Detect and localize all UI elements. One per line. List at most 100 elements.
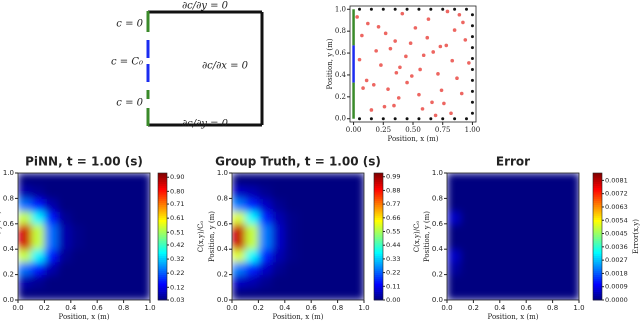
colorbar-step: [374, 187, 383, 191]
heatmap-cell: [298, 223, 312, 237]
heatmap-cell: [311, 223, 325, 237]
point: [436, 72, 440, 76]
x-tick-label: 1.0: [358, 304, 369, 312]
colorbar-step: [593, 289, 602, 292]
x-tick-label: 0.2: [253, 304, 264, 312]
colorbar-step: [593, 278, 602, 282]
heatmap-cell: [123, 173, 138, 187]
heatmap-cell: [526, 223, 540, 237]
colorbar-step: [374, 242, 383, 246]
colorbar-step: [158, 196, 167, 199]
colorbar-step: [593, 238, 602, 242]
point: [374, 49, 378, 53]
point: [369, 7, 373, 11]
colorbar-step: [374, 213, 383, 216]
colorbar-step: [158, 228, 167, 231]
heatmap-cell: [136, 261, 150, 276]
heatmap-cell: [447, 261, 461, 276]
colorbar-step: [374, 253, 383, 256]
colorbar-step: [593, 225, 602, 229]
x-tick-label: 0.75: [435, 126, 451, 134]
point: [453, 7, 457, 11]
y-tick-label: 0.0: [217, 296, 228, 304]
heatmap-cell: [337, 211, 352, 225]
colorbar-step: [158, 215, 167, 218]
x-tick-label: 0.6: [92, 304, 104, 312]
colorbar-step: [374, 232, 383, 235]
heatmap-cell: [565, 274, 579, 288]
x-axis-label: Position, x (m): [488, 313, 539, 321]
heatmap-cell: [245, 274, 259, 288]
heatmap-cell: [245, 198, 259, 212]
colorbar-frame: [592, 172, 603, 301]
colorbar-step: [374, 274, 383, 278]
heatmap-cell: [258, 261, 273, 276]
point: [429, 7, 433, 11]
point: [463, 38, 468, 42]
point: [438, 44, 443, 49]
y-tick-label: 0.2: [432, 271, 443, 279]
point: [360, 33, 364, 38]
colorbar-step: [593, 240, 602, 244]
heatmap-cell: [447, 236, 461, 250]
colorbar-step: [374, 177, 383, 180]
colorbar-step: [158, 249, 167, 252]
colorbar-step: [593, 189, 602, 193]
heatmap-cell: [110, 236, 125, 250]
colorbar-step: [593, 223, 602, 227]
point: [364, 78, 369, 83]
colorbar-tick-label: 0.71: [170, 200, 184, 208]
heatmap-cell: [473, 223, 488, 237]
heatmap-cell: [473, 261, 488, 276]
heatmap-cell: [337, 236, 352, 250]
colorbar-step: [374, 283, 383, 286]
colorbar-step: [593, 232, 602, 235]
y-tick-label: 0.6: [335, 49, 347, 57]
heatmap-cell: [271, 223, 286, 237]
colorbar-step: [593, 187, 602, 191]
heatmap-cell: [245, 173, 259, 187]
heatmap-cell: [258, 274, 273, 288]
colorbar-step: [158, 187, 167, 191]
colorbar-step: [158, 183, 167, 187]
point: [425, 35, 430, 40]
heatmap-cell: [460, 211, 474, 225]
colorbar-tick-label: 0.0072: [605, 190, 628, 198]
heatmap-cell: [110, 223, 125, 237]
heatmap-cell: [526, 287, 540, 300]
heatmap-cell: [97, 274, 111, 288]
colorbar-tick-label: 0.99: [386, 173, 400, 181]
x-tick-label: 0.6: [306, 304, 318, 312]
heatmap-cell: [97, 211, 111, 225]
heatmap-cell: [350, 185, 364, 199]
heatmap-cell: [136, 211, 150, 225]
heatmap-cell: [337, 198, 352, 212]
heatmap-cell: [324, 223, 339, 237]
heatmap-cell: [136, 287, 150, 300]
heatmap-cell: [499, 236, 514, 250]
colorbar-step: [593, 287, 602, 290]
y-tick-label: 0.6: [217, 220, 229, 228]
colorbar-step: [374, 295, 383, 299]
heatmap-cell: [552, 223, 567, 237]
heatmap-cell: [473, 173, 488, 187]
heatmap-cell: [271, 249, 286, 263]
point: [381, 7, 385, 11]
heatmap-cell: [136, 185, 150, 199]
colorbar-step: [158, 194, 167, 197]
heatmap-cell: [84, 173, 98, 187]
colorbar-step: [593, 242, 602, 246]
colorbar-step: [158, 278, 167, 282]
colorbar-step: [374, 255, 383, 259]
chart-title: Group Truth, t = 1.00 (s): [215, 155, 381, 169]
heatmap-cell: [298, 274, 312, 288]
heatmap-cell: [245, 185, 259, 199]
heatmap-cell: [539, 274, 554, 288]
colorbar-step: [374, 208, 383, 212]
heatmap-cell: [136, 198, 150, 212]
heatmap-cell: [337, 185, 352, 199]
heatmap-cell: [552, 287, 567, 300]
colorbar-step: [593, 230, 602, 233]
heatmap-cell: [57, 211, 72, 225]
heatmap-cell: [324, 198, 339, 212]
